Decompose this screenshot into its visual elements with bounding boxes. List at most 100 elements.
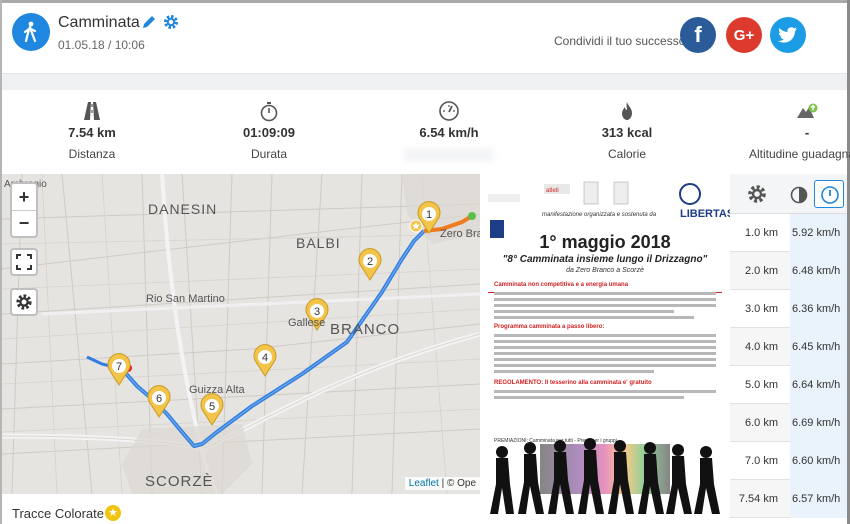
km-marker: 5 <box>200 393 224 426</box>
google-plus-icon: G+ <box>733 26 755 44</box>
split-row: 7.54 km 6.57 km/h <box>730 480 847 518</box>
split-speed: 6.69 km/h <box>790 404 847 442</box>
km-marker: 2 <box>358 248 382 281</box>
attribution-text: | © Ope <box>438 478 476 489</box>
runners-silhouette-image <box>490 438 720 514</box>
fullscreen-button[interactable] <box>10 248 38 276</box>
zoom-in-button[interactable]: + <box>18 186 30 207</box>
split-km: 1.0 km <box>744 227 778 239</box>
activity-header: Camminata 01.05.18 / 10:06 Condividi il … <box>2 3 827 73</box>
poster-libertas: LIBERTAS <box>680 208 730 220</box>
map-label: Zero Bra <box>440 228 480 240</box>
section-title: Tracce Colorate <box>12 506 104 521</box>
split-speed: 6.48 km/h <box>790 252 847 290</box>
map-label: Gallese <box>288 317 325 329</box>
poster-text-line <box>494 316 694 319</box>
stat-label: Altitudine guadagnata <box>748 147 850 161</box>
stat-value: 7.54 km <box>68 125 116 140</box>
split-km: 4.0 km <box>744 341 778 353</box>
google-plus-share-button[interactable]: G+ <box>726 17 762 53</box>
poster-org-text: manifestazione organizzata e sostenuta d… <box>542 212 657 218</box>
route-map[interactable]: 1 2 3 4 5 6 7 Ambrogio DANESIN BALBI Zer… <box>2 174 480 494</box>
split-speed: 6.45 km/h <box>790 328 847 366</box>
km-marker: 1 <box>417 201 441 234</box>
poster-text-line <box>494 310 674 313</box>
poster-text-line <box>494 304 716 307</box>
activity-title: Camminata <box>58 14 140 31</box>
zoom-out-button[interactable]: − <box>12 210 36 236</box>
twitter-share-button[interactable] <box>770 17 806 53</box>
stat-altitude: - Altitudine guadagnata <box>722 90 850 174</box>
poster-heading: REGOLAMENTO: Il tesserino alla camminata… <box>494 380 652 386</box>
stat-duration: 01:09:09 Durata <box>184 90 354 174</box>
km-marker: 6 <box>147 385 171 418</box>
split-row: 6.0 km 6.69 km/h <box>730 404 847 442</box>
gear-icon[interactable] <box>163 14 179 30</box>
window-left-border <box>0 0 2 524</box>
stat-value: 313 kcal <box>601 125 653 140</box>
svg-text:2: 2 <box>367 256 373 268</box>
poster-text-line <box>494 358 716 361</box>
split-speed: 6.64 km/h <box>790 366 847 404</box>
map-label: Rio San Martino <box>146 293 225 305</box>
stopwatch-icon[interactable] <box>788 183 810 205</box>
speedometer-icon <box>821 186 839 204</box>
share-label: Condividi il tuo successo <box>554 34 686 48</box>
mountain-up-icon <box>797 103 818 118</box>
splits-header <box>730 174 847 214</box>
split-speed: 6.57 km/h <box>790 480 847 518</box>
stat-distance: 7.54 km Distanza <box>7 90 177 174</box>
poster-text-line <box>494 292 716 295</box>
star-icon: ★ <box>105 505 121 521</box>
gear-icon[interactable] <box>746 183 768 205</box>
split-km: 7.0 km <box>744 455 778 467</box>
split-speed: 6.60 km/h <box>790 442 847 480</box>
map-label: Guizza Alta <box>189 384 246 396</box>
header-separator <box>2 73 847 90</box>
leaflet-link[interactable]: Leaflet <box>408 478 439 489</box>
split-km: 6.0 km <box>744 417 778 429</box>
split-km: 5.0 km <box>744 379 778 391</box>
blurred-label <box>404 148 494 162</box>
pencil-icon[interactable] <box>141 14 157 30</box>
window-right-border <box>847 0 850 524</box>
poster-text-line <box>494 370 654 373</box>
facebook-share-button[interactable]: f <box>680 17 716 53</box>
stat-calories: 313 kcal Calorie <box>542 90 712 174</box>
stat-speed: 6.54 km/h <box>364 90 534 174</box>
split-speed: 5.92 km/h <box>790 214 847 252</box>
stopwatch-icon <box>260 102 278 122</box>
speed-tab-selected[interactable] <box>814 180 844 208</box>
window-top-border <box>0 0 850 3</box>
facebook-icon: f <box>694 22 702 47</box>
poster-subtitle2: da Zero Branco a Scorzè <box>566 267 644 274</box>
svg-text:1: 1 <box>426 209 432 221</box>
route-end-dot <box>468 212 476 220</box>
flame-icon <box>622 102 632 120</box>
stat-label: Calorie <box>607 147 646 161</box>
split-km: 3.0 km <box>744 303 778 315</box>
stats-bar: 7.54 km Distanza 01:09:09 Durata 6.54 km… <box>2 90 850 174</box>
event-poster-image: atleti manifestazione organizzata e sost… <box>480 174 730 520</box>
split-row: 7.0 km 6.60 km/h <box>730 442 847 480</box>
svg-text:7: 7 <box>116 361 122 373</box>
poster-text-line <box>494 334 716 337</box>
zoom-control: + − <box>10 182 38 238</box>
poster-text-line <box>494 298 716 301</box>
map-label: SCORZÈ <box>145 473 214 490</box>
poster-subtitle: "8° Camminata insieme lungo il Drizzagno… <box>502 254 708 265</box>
fullscreen-icon <box>16 254 32 270</box>
gear-icon <box>16 294 32 310</box>
split-row: 1.0 km 5.92 km/h <box>730 214 847 252</box>
stat-label: Durata <box>250 147 288 161</box>
km-marker: 4 <box>253 344 277 377</box>
poster-text-line <box>494 340 716 343</box>
map-settings-button[interactable] <box>10 288 38 316</box>
map-attribution: Leaflet | © Ope <box>404 477 480 490</box>
stat-label: Distanza <box>68 147 116 161</box>
split-km: 7.54 km <box>738 493 778 505</box>
km-marker: 7 <box>107 353 131 386</box>
road-icon <box>84 102 100 120</box>
poster-text-line <box>494 396 684 399</box>
speedometer-icon <box>439 101 459 121</box>
